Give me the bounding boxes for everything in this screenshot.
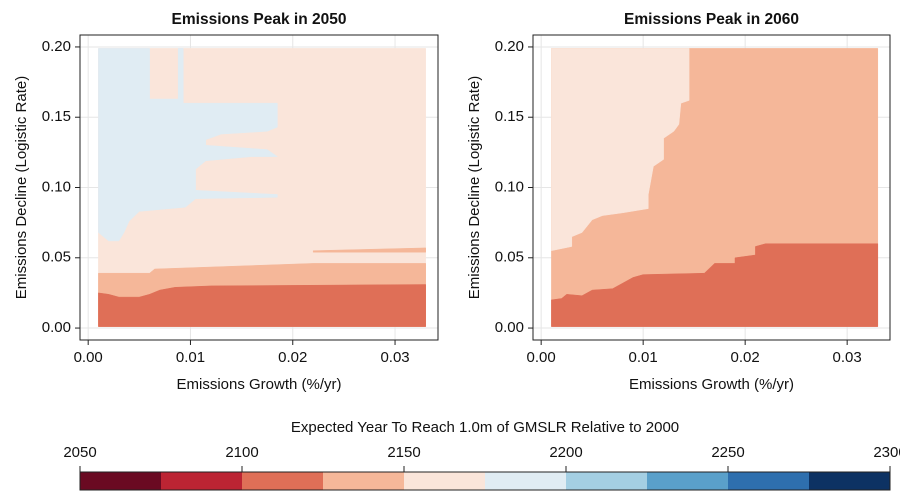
y-tick-label: 0.20 xyxy=(42,38,71,55)
x-tick-label: 0.03 xyxy=(380,349,409,366)
colorbar-segment xyxy=(809,472,890,490)
colorbar-segment xyxy=(728,472,809,490)
y-tick-label: 0.00 xyxy=(42,319,71,336)
x-tick-label: 0.02 xyxy=(731,349,760,366)
x-tick-label: 0.01 xyxy=(176,349,205,366)
x-tick-label: 0.03 xyxy=(833,349,862,366)
y-tick-label: 0.10 xyxy=(495,178,524,195)
y-tick-label: 0.20 xyxy=(495,38,524,55)
panel-title: Emissions Peak in 2060 xyxy=(624,11,799,28)
x-tick-label: 0.01 xyxy=(629,349,658,366)
y-tick-label: 0.15 xyxy=(495,108,524,125)
y-tick-label: 0.05 xyxy=(495,249,524,266)
x-axis-label: Emissions Growth (%/yr) xyxy=(629,376,794,393)
contour-region xyxy=(551,48,690,252)
contour-region xyxy=(98,48,279,242)
y-tick-label: 0.05 xyxy=(42,249,71,266)
x-tick-label: 0.00 xyxy=(74,349,103,366)
colorbar-label: Expected Year To Reach 1.0m of GMSLR Rel… xyxy=(291,419,679,436)
colorbar-tick-label: 2150 xyxy=(387,444,420,461)
x-axis-label: Emissions Growth (%/yr) xyxy=(176,376,341,393)
y-tick-label: 0.15 xyxy=(42,108,71,125)
colorbar-segment xyxy=(323,472,404,490)
x-tick-label: 0.02 xyxy=(278,349,307,366)
y-axis-label: Emissions Decline (Logistic Rate) xyxy=(466,76,483,299)
colorbar-segment xyxy=(485,472,566,490)
colorbar-frame xyxy=(79,471,891,491)
colorbar-segment xyxy=(161,472,242,490)
colorbar-segment xyxy=(566,472,647,490)
y-tick-label: 0.10 xyxy=(42,178,71,195)
colorbar-tick-label: 2100 xyxy=(225,444,258,461)
colorbar-tick-label: 2250 xyxy=(711,444,744,461)
y-axis-label: Emissions Decline (Logistic Rate) xyxy=(13,76,30,299)
x-tick-label: 0.00 xyxy=(527,349,556,366)
contour-region xyxy=(98,284,426,327)
plot-frame xyxy=(79,34,439,341)
y-tick-label: 0.00 xyxy=(495,319,524,336)
colorbar-tick-label: 2300 xyxy=(873,444,900,461)
colorbar-segment xyxy=(80,472,161,490)
contour-region xyxy=(551,243,879,327)
colorbar-tick-label: 2200 xyxy=(549,444,582,461)
colorbar-segment xyxy=(242,472,323,490)
contour-region xyxy=(312,247,426,253)
colorbar-segment xyxy=(404,472,485,490)
colorbar-tick-label: 2050 xyxy=(63,444,96,461)
colorbar-segment xyxy=(647,472,728,490)
panel-title: Emissions Peak in 2050 xyxy=(172,11,347,28)
plot-frame xyxy=(532,34,891,341)
